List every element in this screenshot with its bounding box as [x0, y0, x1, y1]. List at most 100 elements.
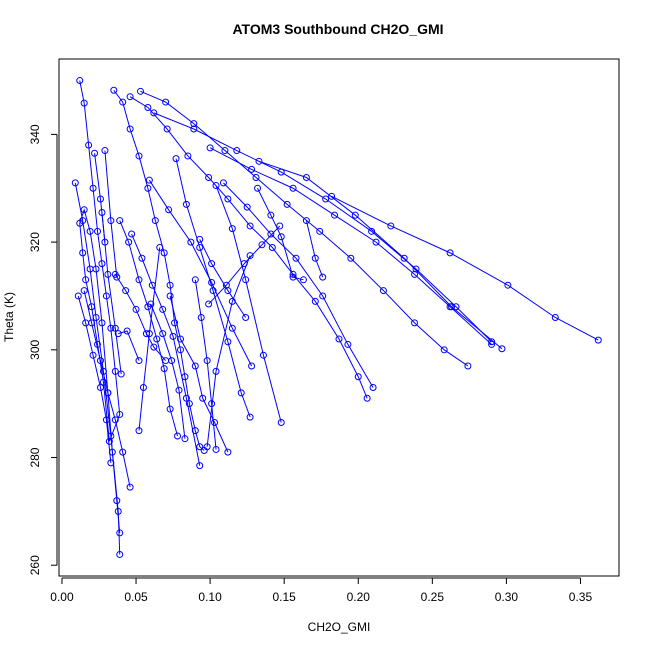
data-point	[219, 179, 227, 187]
data-point	[102, 292, 110, 300]
data-point	[169, 332, 177, 340]
data-point	[182, 200, 190, 208]
data-point	[504, 281, 512, 289]
data-point	[354, 373, 362, 381]
data-point	[187, 238, 195, 246]
series-line	[138, 247, 161, 431]
data-point	[166, 405, 174, 413]
data-point	[387, 222, 395, 230]
series-line	[153, 112, 492, 343]
data-point	[246, 413, 254, 421]
data-point	[184, 152, 192, 160]
data-point	[162, 357, 170, 365]
series-line	[83, 290, 131, 488]
data-point	[116, 410, 124, 418]
data-point	[258, 241, 266, 249]
series-line	[94, 153, 106, 243]
data-point	[166, 281, 174, 289]
data-point	[104, 270, 112, 278]
series-line	[194, 279, 217, 450]
data-point	[80, 99, 88, 107]
x-tick-label: 0.35	[569, 590, 593, 604]
series-line	[118, 330, 140, 361]
data-point	[208, 260, 216, 268]
data-point	[551, 314, 559, 321]
data-point	[252, 173, 260, 181]
data-point	[160, 365, 168, 373]
data-point	[224, 338, 232, 346]
data-point	[145, 176, 153, 184]
data-point	[116, 529, 124, 537]
data-point	[448, 303, 456, 311]
data-point	[224, 195, 232, 203]
data-point	[228, 225, 236, 233]
data-point	[212, 445, 220, 453]
data-point	[126, 93, 134, 101]
series-line	[257, 188, 304, 281]
x-tick-label: 0.15	[273, 590, 297, 604]
data-point	[191, 427, 199, 435]
series-line	[223, 182, 374, 388]
x-axis: 0.00 0.05 0.10 0.15 0.20 0.25 0.30 0.35	[50, 577, 593, 604]
data-point	[255, 157, 263, 165]
series-line	[258, 160, 503, 350]
data-point	[228, 324, 236, 332]
x-tick-label: 0.20	[347, 590, 371, 604]
data-point	[89, 351, 97, 359]
data-point	[328, 192, 336, 200]
data-point	[316, 227, 324, 235]
data-point	[302, 217, 310, 225]
y-tick-label: 340	[28, 124, 42, 144]
data-point	[111, 416, 119, 424]
data-point	[126, 483, 134, 491]
data-point	[488, 340, 496, 348]
data-point	[114, 330, 122, 338]
data-point	[116, 550, 124, 558]
data-point	[171, 319, 179, 327]
data-point	[196, 235, 204, 243]
data-point	[379, 287, 387, 295]
data-point	[594, 336, 602, 344]
series-line	[215, 185, 282, 423]
series-line	[140, 90, 469, 367]
data-point	[125, 238, 133, 246]
data-point	[267, 211, 275, 219]
data-point	[74, 292, 82, 300]
data-point	[111, 367, 119, 375]
data-point	[363, 394, 371, 402]
data-point	[82, 319, 90, 327]
data-point	[80, 206, 88, 214]
series-line	[169, 295, 229, 453]
data-point	[86, 265, 94, 273]
data-point	[144, 103, 152, 111]
data-point	[138, 254, 146, 262]
y-tick-label: 280	[28, 447, 42, 467]
x-tick-label: 0.10	[198, 590, 222, 604]
data-point	[119, 448, 127, 456]
data-point	[114, 507, 122, 515]
data-point	[464, 362, 472, 370]
series-line	[101, 212, 122, 375]
data-point	[233, 147, 241, 155]
data-point	[259, 351, 267, 359]
data-point	[248, 165, 256, 173]
data-point	[135, 357, 143, 365]
data-point	[212, 182, 220, 190]
data-point	[86, 227, 94, 235]
data-point	[160, 249, 168, 257]
data-point	[335, 335, 343, 343]
data-point	[116, 217, 124, 225]
series-line	[150, 303, 186, 439]
data-point	[322, 195, 330, 203]
y-tick-label: 300	[28, 339, 42, 359]
data-point	[208, 278, 216, 286]
data-point	[191, 276, 199, 284]
series-line	[206, 255, 251, 447]
data-point	[344, 340, 352, 348]
y-tick-label: 320	[28, 232, 42, 252]
x-tick-label: 0.30	[495, 590, 519, 604]
data-point	[197, 314, 205, 321]
data-point	[185, 400, 193, 408]
data-point	[99, 367, 107, 375]
y-tick-label: 260	[28, 555, 42, 575]
